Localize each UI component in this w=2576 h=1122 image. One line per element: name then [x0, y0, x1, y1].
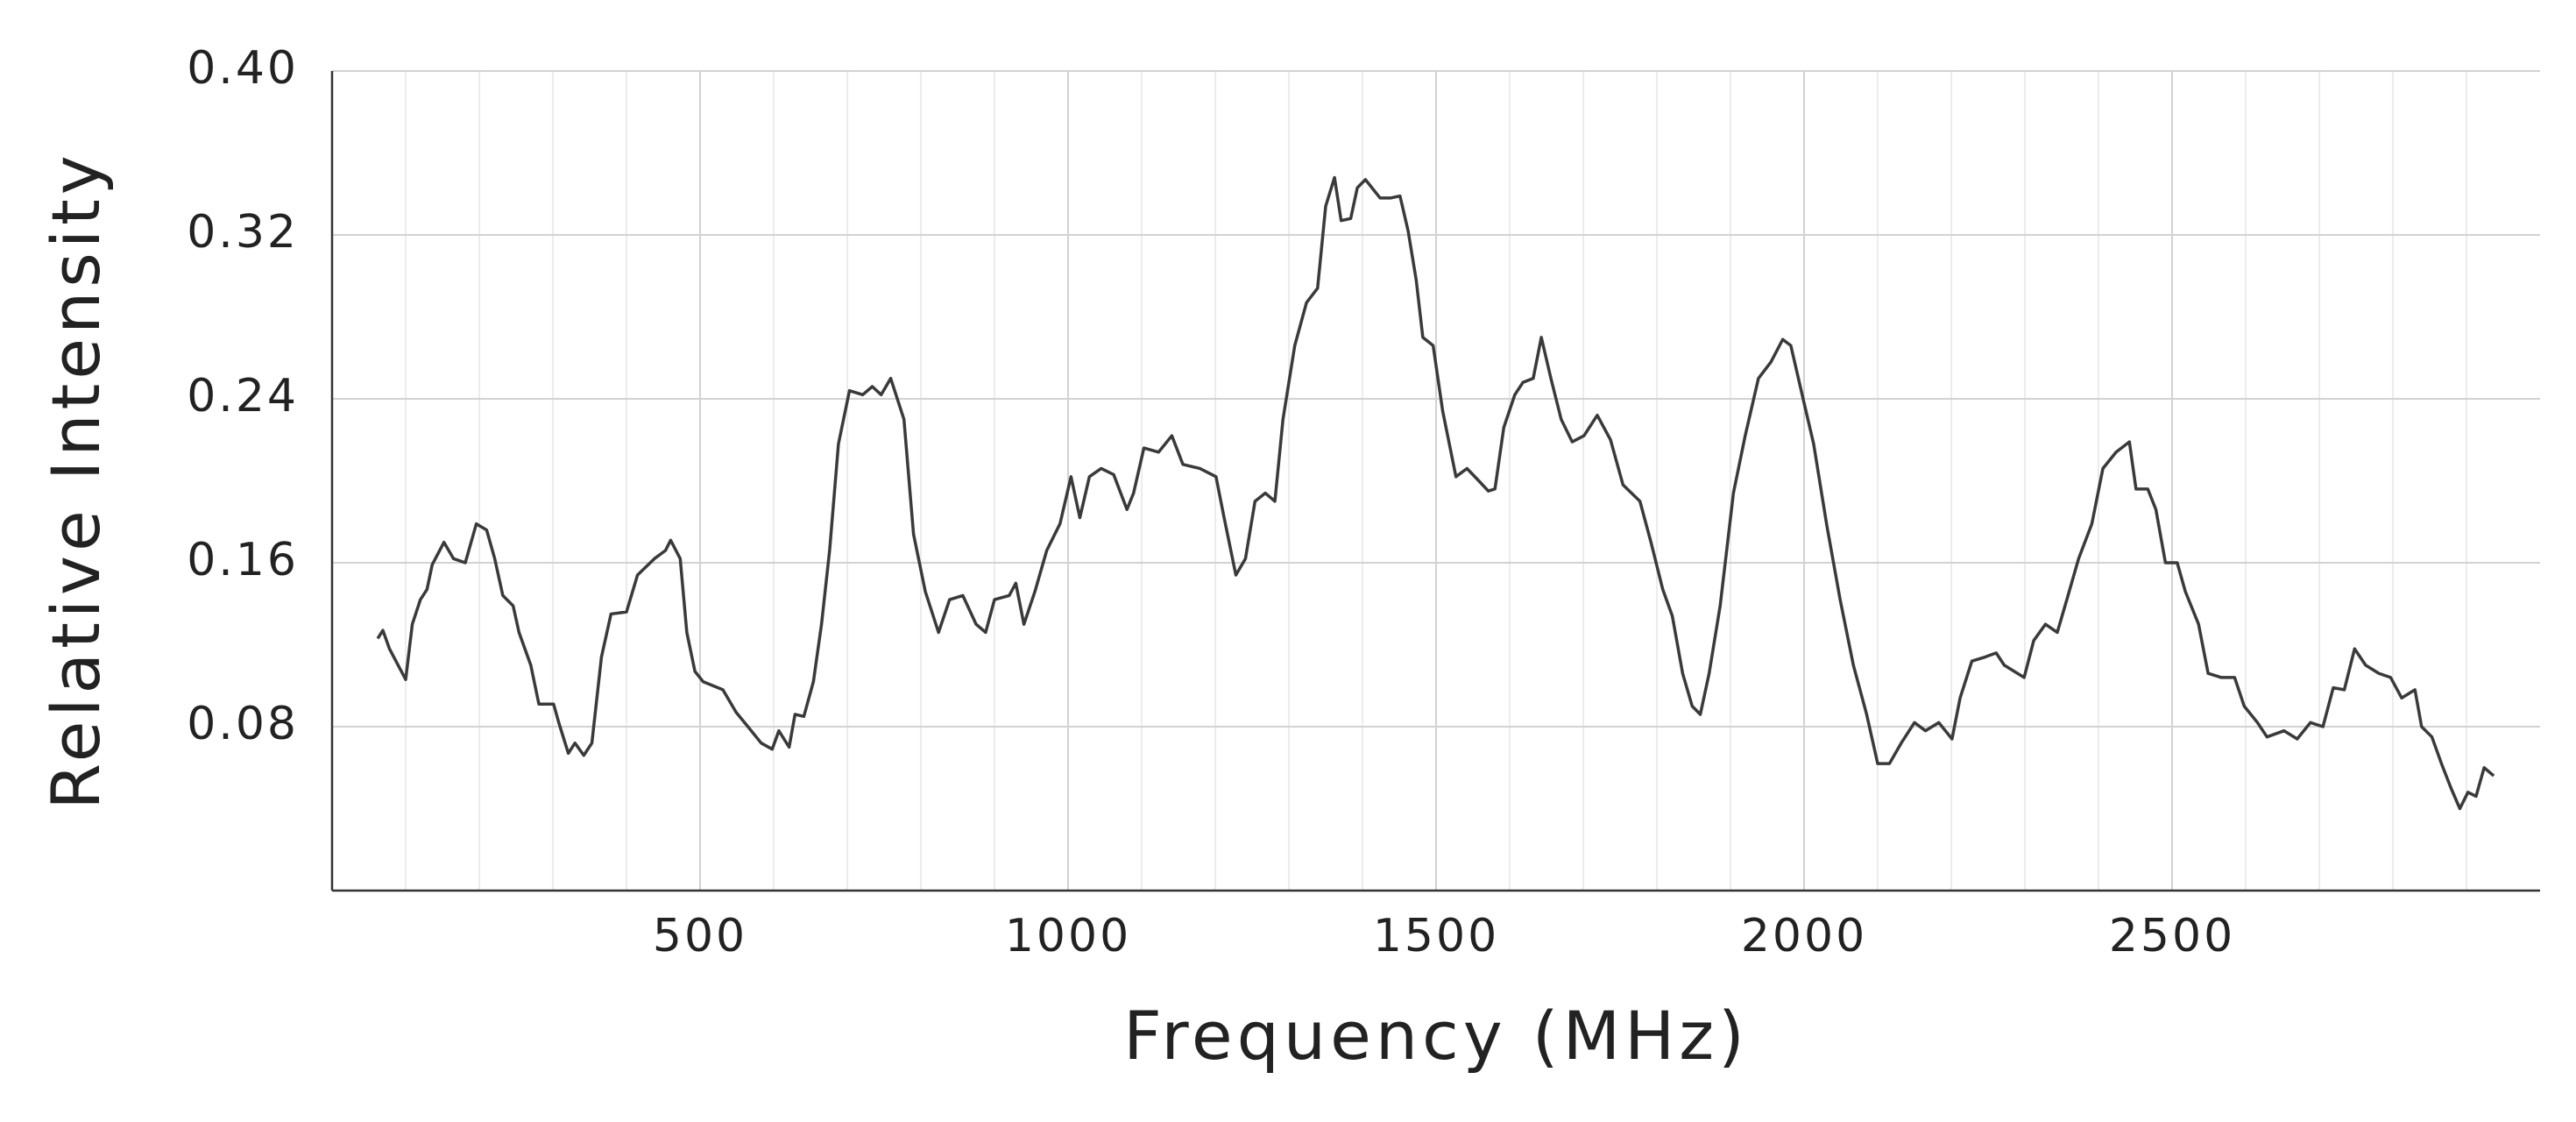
- x-tick-label: 2000: [1741, 910, 1867, 962]
- data-line: [376, 175, 2495, 811]
- marks: [376, 175, 2495, 811]
- y-tick-label: 0.24: [187, 370, 299, 423]
- x-tick-label: 500: [653, 910, 747, 962]
- x-tick-label: 1000: [1005, 910, 1131, 962]
- y-tick-label: 0.16: [187, 534, 299, 586]
- axes: 500 1000 1500 2000 2500 0.08 0.16 0.24 0.32 0.40: [187, 42, 2540, 962]
- x-tick-label: 2500: [2109, 910, 2235, 962]
- y-axis-title: Relative Intensity: [37, 151, 115, 809]
- x-axis-title: Frequency (MHz): [1123, 997, 1749, 1075]
- y-tick-label: 0.40: [187, 42, 299, 95]
- grid: [332, 70, 2540, 891]
- x-tick-label: 1500: [1373, 910, 1499, 962]
- y-tick-label: 0.32: [187, 206, 299, 259]
- y-tick-label: 0.08: [187, 698, 299, 750]
